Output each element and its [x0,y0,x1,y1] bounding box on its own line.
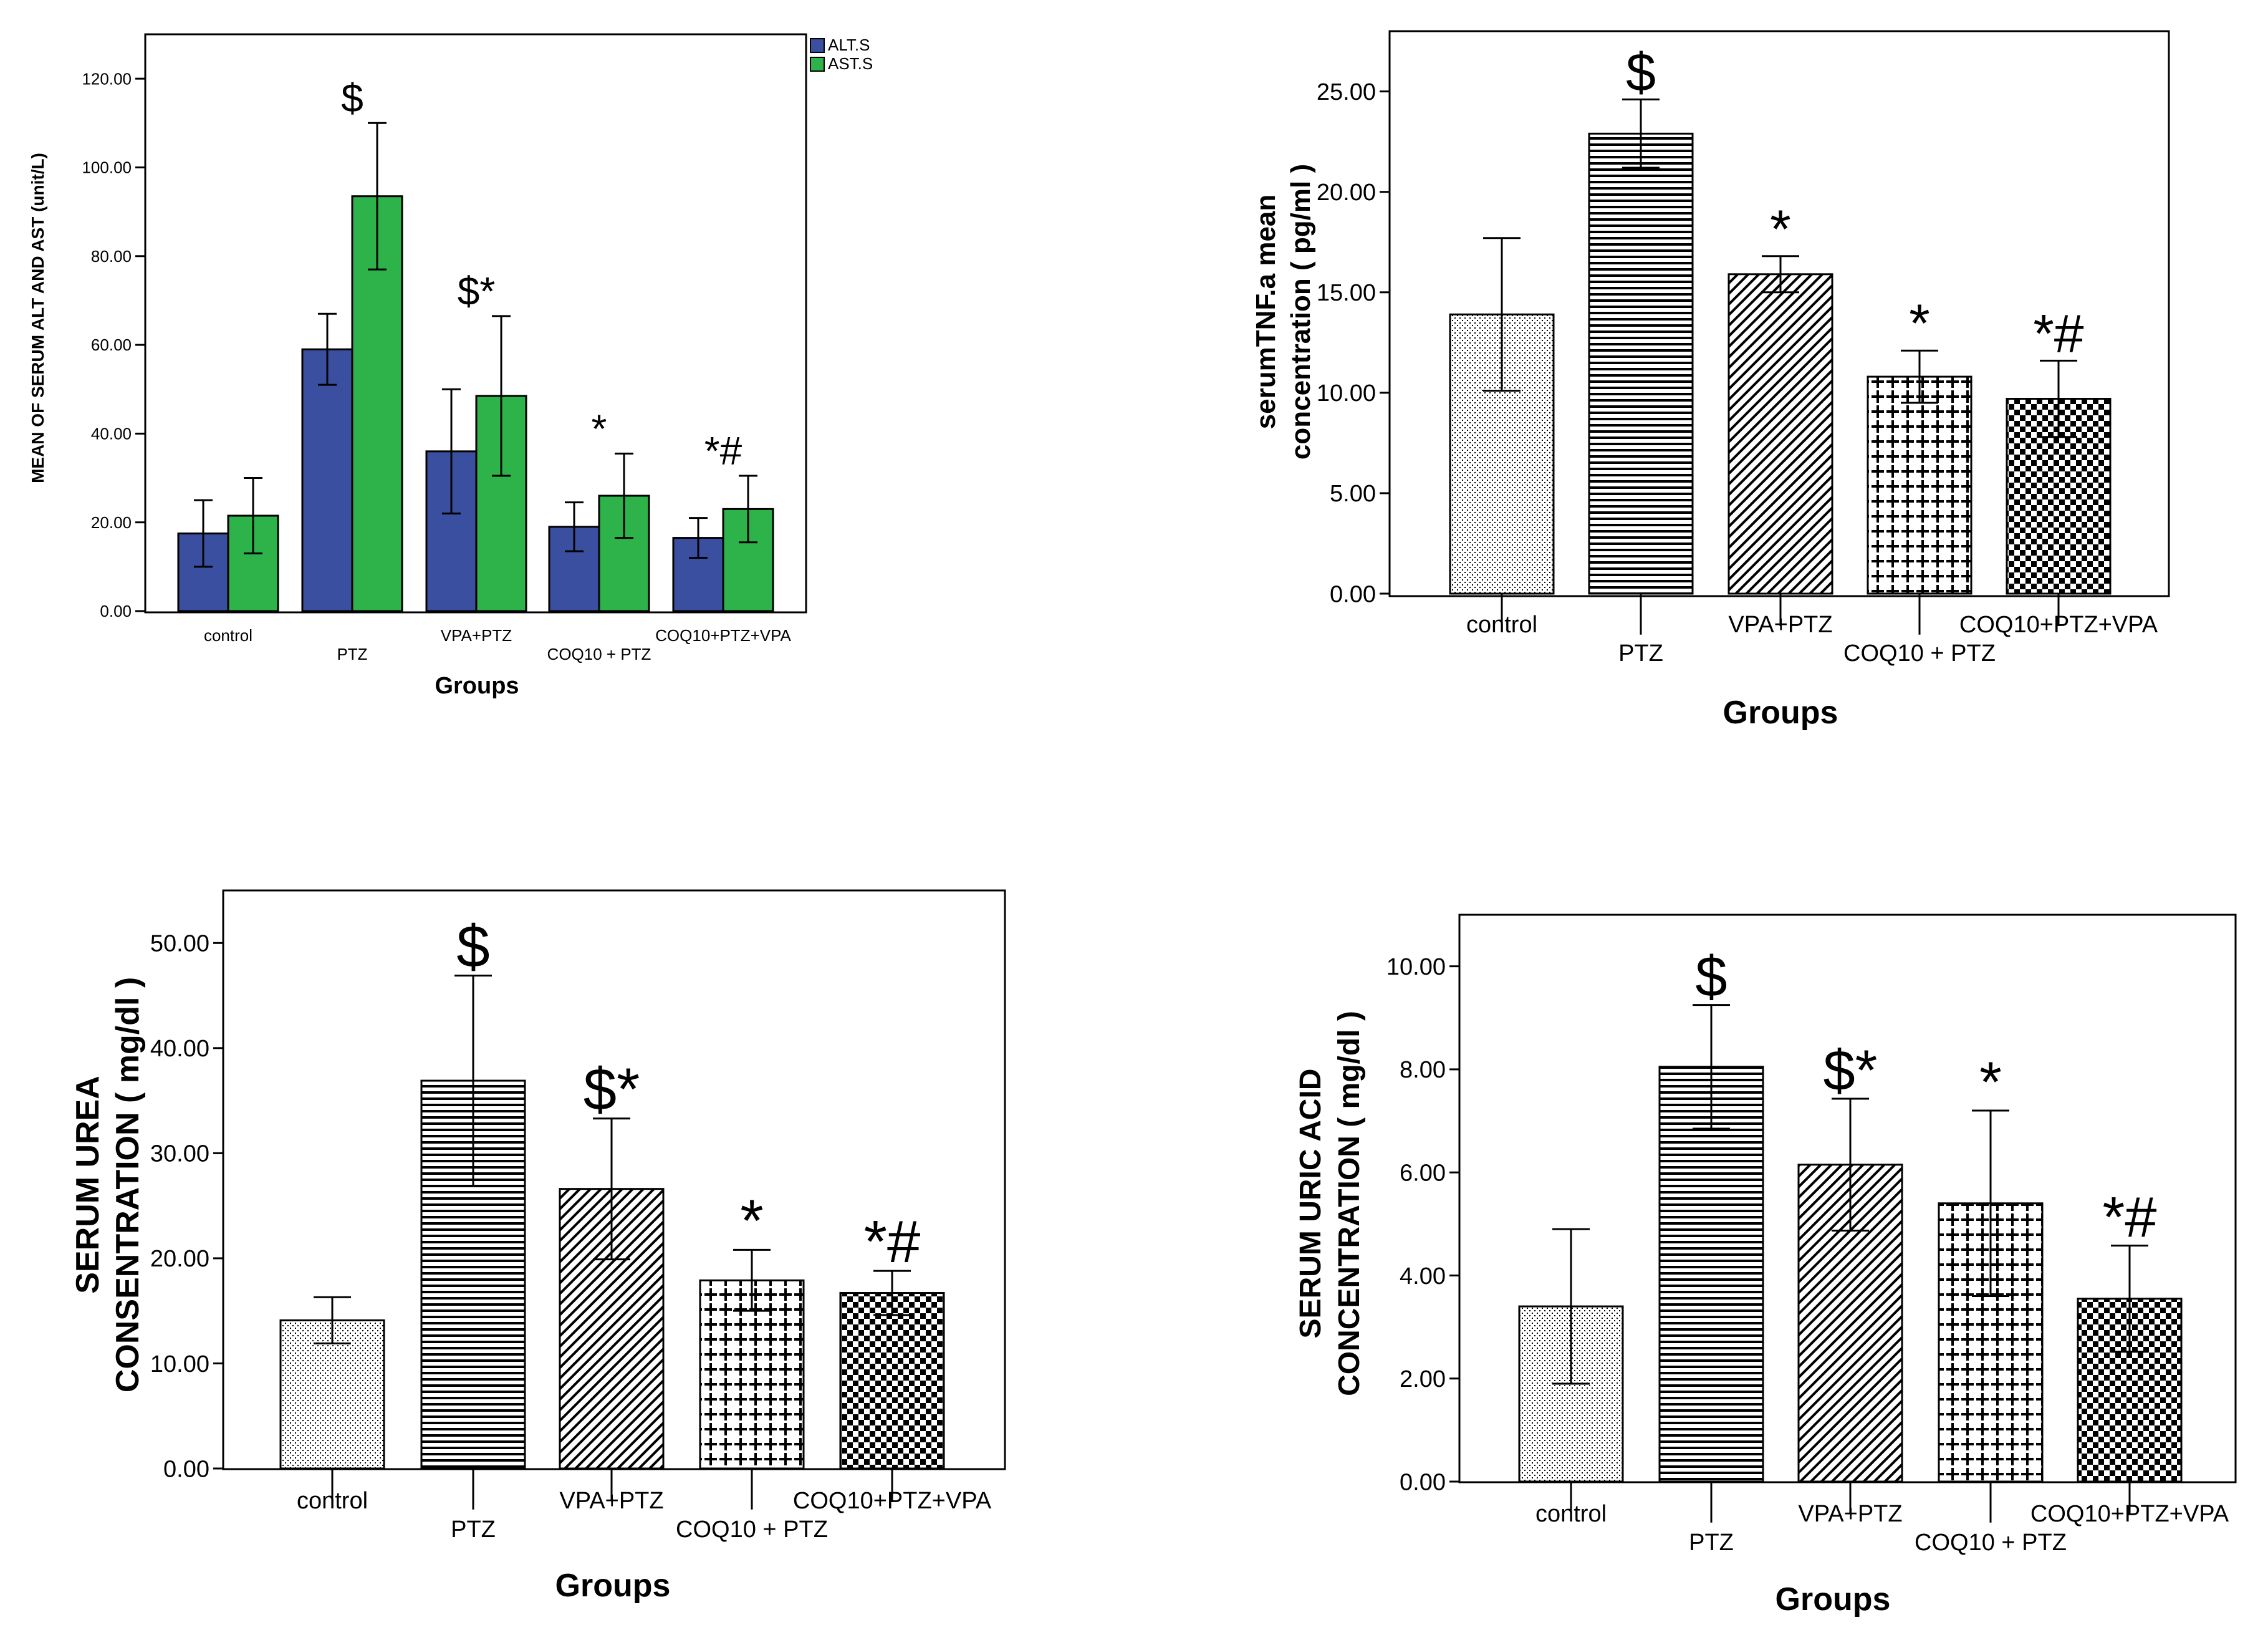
bar [1727,273,1833,595]
x-tick-label: VPA+PTZ [441,626,512,645]
y-tick-label: 4.00 [1400,1263,1446,1290]
y-tick-label: 20.00 [91,513,132,532]
significance-label: * [1909,294,1929,354]
x-tick-label: control [1535,1501,1607,1527]
plot-frame [144,33,807,614]
legend-label: AST.S [828,54,873,73]
y-tick-label: 80.00 [91,247,132,266]
y-tick-label: 40.00 [91,424,132,443]
significance-label: * [592,406,607,451]
x-tick-label: control [297,1488,368,1514]
x-tick-label: PTZ [1689,1530,1734,1556]
x-tick-label: COQ10 + PTZ [1843,640,1996,667]
legend-swatch [810,57,825,72]
x-tick-label: control [1466,612,1537,638]
bar [1658,1066,1764,1483]
y-tick-label: 120.00 [82,69,132,88]
legend-swatch [810,38,825,53]
x-tick-label: PTZ [337,645,367,663]
y-tick-label: 15.00 [1317,280,1376,306]
significance-label: * [740,1187,763,1254]
significance-label: $* [1824,1039,1878,1102]
x-tick-label: COQ10 + PTZ [676,1517,828,1543]
y-tick-label: 0.00 [163,1456,209,1482]
significance-label: $ [1626,43,1656,103]
y-tick-label: 30.00 [150,1141,209,1167]
plot-frame [1388,30,2170,597]
significance-label: $* [584,1056,640,1123]
y-axis-label: SERUM URIC ACID [1294,1069,1327,1339]
x-tick-label: COQ10 + PTZ [547,645,651,663]
significance-label: *# [704,428,742,473]
significance-label: *# [2103,1186,2157,1250]
x-tick-label: PTZ [451,1517,496,1543]
y-tick-label: 10.00 [1386,954,1446,980]
y-tick-label: 5.00 [1330,481,1376,507]
x-axis-label: Groups [555,1568,671,1604]
x-tick-label: VPA+PTZ [1728,612,1832,638]
x-tick-label: PTZ [1618,640,1663,667]
y-axis-label: CONSENTRATION ( mg/dl ) [110,977,146,1392]
chart-4: 0.00 2.00 4.00 6.00 8.00 10.00 SERUM URIC ACID… [1294,914,2237,1618]
y-tick-label: 20.00 [1317,180,1376,206]
significance-label: $ [456,914,489,980]
y-tick-label: 0.00 [1400,1469,1446,1495]
x-axis-label: Groups [1775,1581,1891,1618]
y-axis-label: CONCENTRATION ( mg/dl ) [1333,1011,1366,1396]
chart-1: 0.00 20.00 40.00 60.00 80.00 100.00 120.00 MEAN… [28,33,873,699]
bar [279,1319,385,1470]
y-tick-label: 10.00 [1317,380,1376,407]
legend-label: ALT.S [828,36,870,54]
x-tick-label: COQ10+PTZ+VPA [1959,612,2158,638]
y-tick-label: 20.00 [150,1246,209,1272]
y-tick-label: 2.00 [1400,1366,1446,1392]
x-tick-label: VPA+PTZ [1798,1501,1902,1527]
y-tick-label: 6.00 [1400,1160,1446,1186]
x-tick-label: VPA+PTZ [559,1488,663,1514]
y-tick-label: 50.00 [150,931,209,957]
bar [1867,375,1972,595]
y-tick-label: 0.00 [100,602,132,620]
y-tick-label: 10.00 [150,1351,209,1377]
significance-label: *# [2033,304,2083,364]
x-tick-label: COQ10 + PTZ [1915,1530,2067,1556]
x-tick-label: control [204,626,252,645]
y-tick-label: 25.00 [1317,79,1376,105]
chart-2: 0.00 5.00 10.00 15.00 20.00 25.00 serumTNF.a m… [1251,30,2170,731]
x-axis-label: Groups [1723,695,1838,731]
y-tick-label: 60.00 [91,335,132,354]
bar [839,1292,945,1470]
significance-label: $ [1695,945,1727,1009]
y-axis-label: serumTNF.a mean [1251,195,1281,430]
bar-alt-s [301,348,353,612]
y-tick-label: 100.00 [82,158,132,177]
bar [1588,132,1694,595]
significance-label: $* [458,269,496,314]
y-axis-label: concentration ( pg/ml ) [1285,164,1316,460]
y-tick-label: 0.00 [1330,581,1376,607]
x-tick-label: COQ10+PTZ+VPA [793,1488,992,1514]
significance-label: $ [341,75,363,120]
y-tick-label: 40.00 [150,1036,209,1062]
y-axis-label: MEAN OF SERUM ALT AND AST (unit/L) [28,153,47,483]
significance-label: *# [864,1208,921,1275]
y-axis-label: SERUM UREA [70,1076,106,1294]
significance-label: * [1770,200,1790,259]
x-tick-label: COQ10+PTZ+VPA [2030,1501,2229,1527]
x-axis-label: Groups [435,673,519,699]
x-tick-label: COQ10+PTZ+VPA [655,626,791,645]
significance-label: * [1979,1051,2002,1114]
y-tick-label: 8.00 [1400,1057,1446,1083]
